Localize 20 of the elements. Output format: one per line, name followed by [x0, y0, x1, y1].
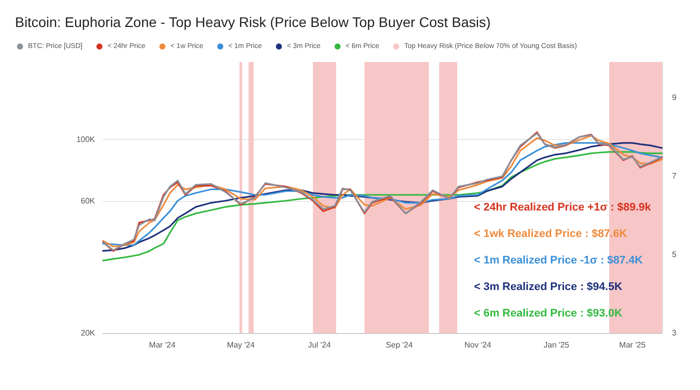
- x-tick-label: Jan '25: [544, 340, 570, 350]
- annotation: < 6m Realized Price : $93.0K: [474, 308, 622, 320]
- x-tick-label: Nov '24: [464, 340, 492, 350]
- x-tick-label: May '24: [226, 340, 256, 350]
- annotation: < 1wk Realized Price : $87.6K: [474, 228, 628, 240]
- y2-tick-label: 3: [672, 328, 677, 338]
- y2-tick-label: 5: [672, 250, 677, 259]
- y2-tick-label: 7: [672, 171, 677, 180]
- x-tick-label: Mar '25: [619, 340, 646, 350]
- y-tick-label: 100K: [76, 134, 96, 144]
- y-tick-label: 20K: [80, 328, 96, 338]
- x-tick-label: Jul '24: [308, 340, 332, 350]
- x-tick-label: Sep '24: [386, 340, 414, 350]
- chart-title: Bitcoin: Euphoria Zone - Top Heavy Risk (Price Below Top Buyer Cost Basis): [15, 14, 491, 30]
- annotation: < 1m Realized Price -1σ : $87.4K: [474, 254, 643, 266]
- y2-tick-label: 9: [672, 92, 677, 102]
- y-tick-label: 60K: [80, 196, 96, 206]
- annotation: < 3m Realized Price : $94.5K: [474, 281, 622, 293]
- x-tick-label: Mar '24: [149, 340, 176, 350]
- annotation: < 24hr Realized Price +1σ : $89.9k: [474, 202, 652, 214]
